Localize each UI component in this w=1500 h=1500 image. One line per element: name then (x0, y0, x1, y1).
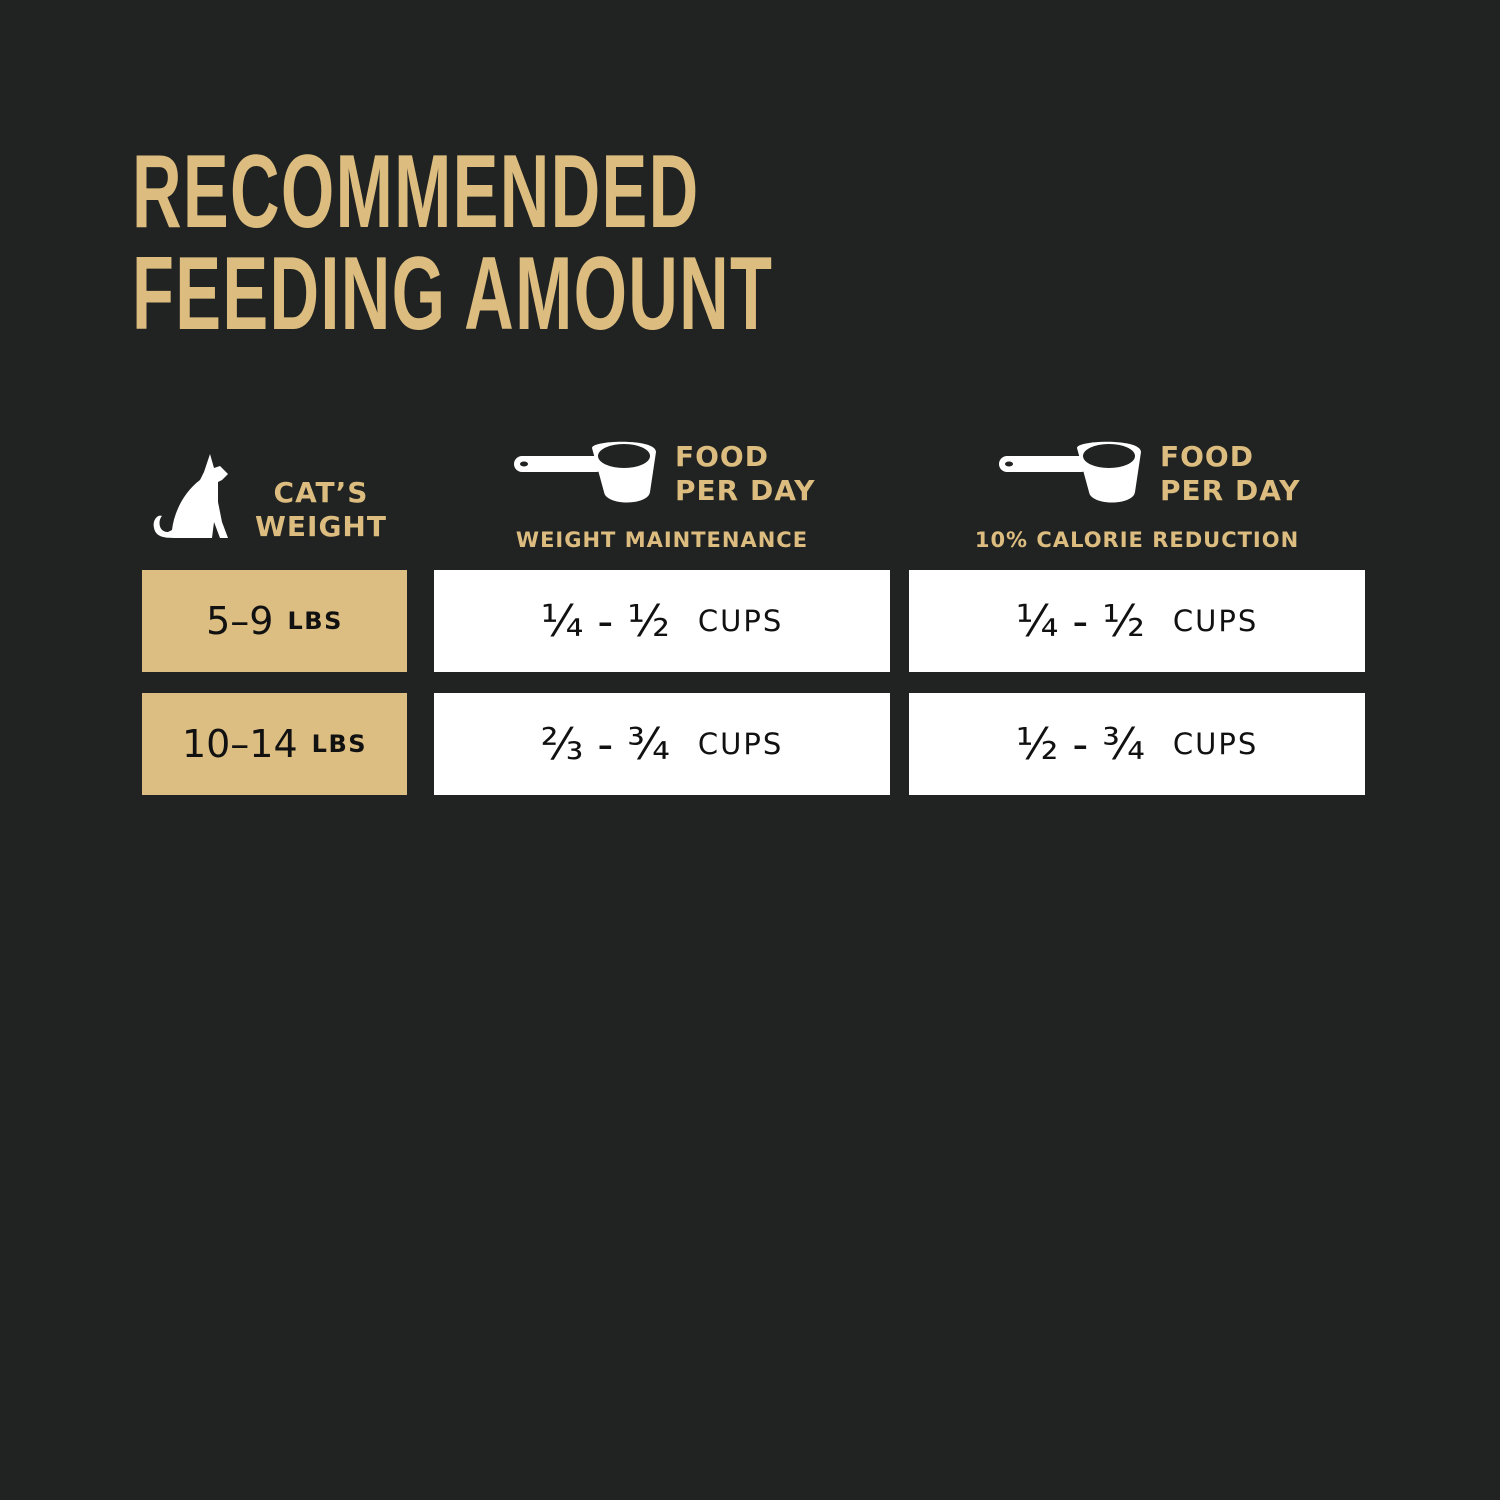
measuring-cup-icon (514, 441, 656, 503)
weight-unit: LBS (311, 730, 368, 758)
maintenance-cell: ⅔ - ¾ CUPS (434, 693, 890, 795)
food-header-1-line-1: FOOD (675, 440, 769, 473)
food-header-1-line-2: PER DAY (675, 474, 816, 507)
reduction-cell: ½ - ¾ CUPS (909, 693, 1365, 795)
amount-unit: CUPS (697, 727, 784, 761)
food-header-2-line-1: FOOD (1160, 440, 1254, 473)
measuring-cup-icon (999, 441, 1141, 503)
amount-unit: CUPS (1172, 604, 1259, 638)
weight-cell: 5–9 LBS (142, 570, 407, 672)
food-header-2-line-2: PER DAY (1160, 474, 1301, 507)
title-line-2: FEEDING AMOUNT (132, 236, 774, 352)
weight-header-line-1: CAT’S (273, 476, 369, 509)
amount-unit: CUPS (1172, 727, 1259, 761)
maintenance-subheader: WEIGHT MAINTENANCE (515, 528, 809, 552)
amount-unit: CUPS (697, 604, 784, 638)
amount: ¼ - ½ (1015, 595, 1145, 647)
weight-unit: LBS (287, 607, 343, 635)
maintenance-cell: ¼ - ½ CUPS (434, 570, 890, 672)
reduction-subheader: 10% CALORIE REDUCTION (974, 528, 1300, 552)
weight-cell: 10–14 LBS (142, 693, 407, 795)
amount: ⅔ - ¾ (540, 718, 670, 770)
reduction-cell: ¼ - ½ CUPS (909, 570, 1365, 672)
amount: ¼ - ½ (540, 595, 670, 647)
amount: ½ - ¾ (1015, 718, 1145, 770)
weight-range: 10–14 (181, 722, 298, 766)
title-line-1: RECOMMENDED (132, 134, 700, 250)
weight-header-line-2: WEIGHT (255, 510, 387, 543)
weight-range: 5–9 (206, 599, 274, 643)
cat-icon (153, 454, 228, 538)
